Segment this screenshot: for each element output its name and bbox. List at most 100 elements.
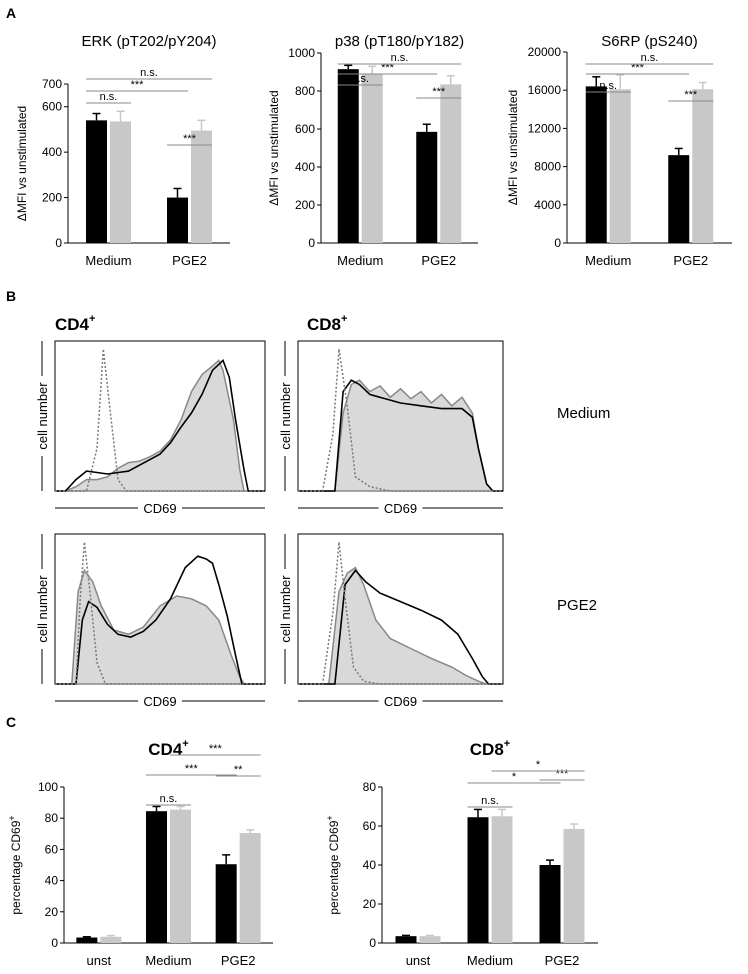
y-tick-label: 600 <box>42 100 62 114</box>
significance-label: * <box>512 771 517 783</box>
histogram-filled-curve <box>55 568 265 685</box>
y-tick-label: 0 <box>55 236 62 250</box>
histogram-plot: CD69 cell number <box>276 340 504 517</box>
bar-black <box>395 936 417 943</box>
histogram-line-curve <box>298 569 503 685</box>
significance-label: n.s. <box>641 52 659 64</box>
bar-black <box>467 817 489 943</box>
panel-label-a: A <box>6 5 16 21</box>
histogram-y-label: cell number <box>278 575 293 643</box>
chart-title: p38 (pT180/pY182) <box>335 33 464 50</box>
y-axis-label-sup: + <box>7 815 17 820</box>
y-tick-label: 0 <box>308 236 315 250</box>
histogram-x-label: CD69 <box>384 501 417 516</box>
panel-label-c: C <box>6 714 16 730</box>
histogram-x-label-bg <box>378 694 423 710</box>
significance-label: *** <box>183 133 197 145</box>
histogram-column-title: CD4+ <box>55 313 95 334</box>
histogram-x-label: CD69 <box>384 694 417 709</box>
y-tick-label: 0 <box>554 236 561 250</box>
bar-chart-2: S6RP (pS240) 0 4000 8000 12000 16000 20000 ΔMFI… <box>506 33 732 268</box>
y-tick-label: 1000 <box>288 46 315 60</box>
x-tick-label: PGE2 <box>673 253 708 268</box>
y-tick-label: 60 <box>45 842 59 856</box>
y-tick-label: 40 <box>45 874 59 888</box>
y-tick-label: 0 <box>51 936 58 950</box>
bar-gray <box>170 809 191 943</box>
chart-title-sup: + <box>504 738 510 750</box>
bar-black <box>539 865 561 943</box>
histogram-dotted-curve <box>298 348 503 492</box>
bar-gray <box>692 89 714 244</box>
y-tick-label: 200 <box>42 191 62 205</box>
histogram-line-curve <box>298 379 503 492</box>
histogram-y-label: cell number <box>35 382 50 450</box>
histogram-y-label-bg <box>33 376 51 456</box>
y-tick-label: 12000 <box>528 121 562 135</box>
significance-label: *** <box>684 89 698 101</box>
bar-gray <box>609 89 631 244</box>
significance-label: *** <box>185 763 199 775</box>
chart-title: CD4+ <box>148 738 188 759</box>
significance-label: n.s. <box>351 73 369 85</box>
histogram-dotted-curve <box>298 541 503 685</box>
y-tick-label: 600 <box>295 122 315 136</box>
significance-label: n.s. <box>140 67 158 79</box>
histogram-y-label: cell number <box>35 575 50 643</box>
bar-gray <box>110 121 131 243</box>
bar-black <box>416 131 438 243</box>
bar-black <box>585 86 607 243</box>
y-tick-label: 20 <box>45 905 59 919</box>
significance-label: n.s. <box>160 793 178 805</box>
x-tick-label: unst <box>87 953 112 968</box>
chart-title-sup: + <box>182 738 188 750</box>
y-tick-label: 40 <box>363 858 377 872</box>
histogram-x-label-bg <box>378 501 423 517</box>
histogram-line-curve <box>55 358 265 492</box>
bar-black <box>668 155 690 243</box>
y-tick-label: 400 <box>42 145 62 159</box>
y-axis-label: percentage CD69+ <box>7 815 23 914</box>
significance-label: *** <box>432 86 446 98</box>
bar-gray <box>100 936 122 943</box>
y-tick-label: 20000 <box>528 45 562 59</box>
x-tick-label: Medium <box>585 253 631 268</box>
significance-label: *** <box>131 79 145 91</box>
chart-title: S6RP (pS240) <box>601 33 697 50</box>
x-tick-label: Medium <box>337 253 383 268</box>
histogram-x-label: CD69 <box>143 501 176 516</box>
y-tick-label: 60 <box>363 819 377 833</box>
y-tick-label: 16000 <box>528 83 562 97</box>
y-tick-label: 800 <box>295 84 315 98</box>
bar-gray <box>419 936 441 943</box>
y-axis-label: percentage CD69+ <box>325 815 341 914</box>
y-axis-label: ΔMFI vs unstimulated <box>15 106 29 221</box>
bar-black <box>167 197 188 243</box>
bar-gray <box>239 833 261 943</box>
bar-black <box>76 937 98 943</box>
y-axis-label-sup: + <box>325 815 335 820</box>
histogram-x-label-bg <box>138 694 182 710</box>
bar-gray <box>491 816 513 943</box>
histogram-plot: CD69 cell number <box>276 533 504 710</box>
significance-label: *** <box>381 62 395 74</box>
y-tick-label: 80 <box>45 811 59 825</box>
chart-title: ERK (pT202/pY204) <box>81 33 216 50</box>
y-tick-label: 700 <box>42 77 62 91</box>
bar-black <box>337 69 359 244</box>
bar-black <box>146 811 167 943</box>
y-tick-label: 400 <box>295 160 315 174</box>
x-tick-label: PGE2 <box>172 253 207 268</box>
histogram-column-title: CD8+ <box>307 313 347 334</box>
y-axis-label: ΔMFI vs unstimulated <box>267 90 281 205</box>
histogram-column-title-sup: + <box>341 313 347 325</box>
significance-label: n.s. <box>481 795 499 807</box>
histogram-y-label-bg <box>276 569 294 649</box>
bar-gray <box>361 73 383 244</box>
significance-label: *** <box>556 768 570 780</box>
y-axis-label: ΔMFI vs unstimulated <box>506 90 520 205</box>
histogram-column-title-sup: + <box>89 313 95 325</box>
histogram-y-label-bg <box>276 376 294 456</box>
bar-gray <box>440 84 462 243</box>
